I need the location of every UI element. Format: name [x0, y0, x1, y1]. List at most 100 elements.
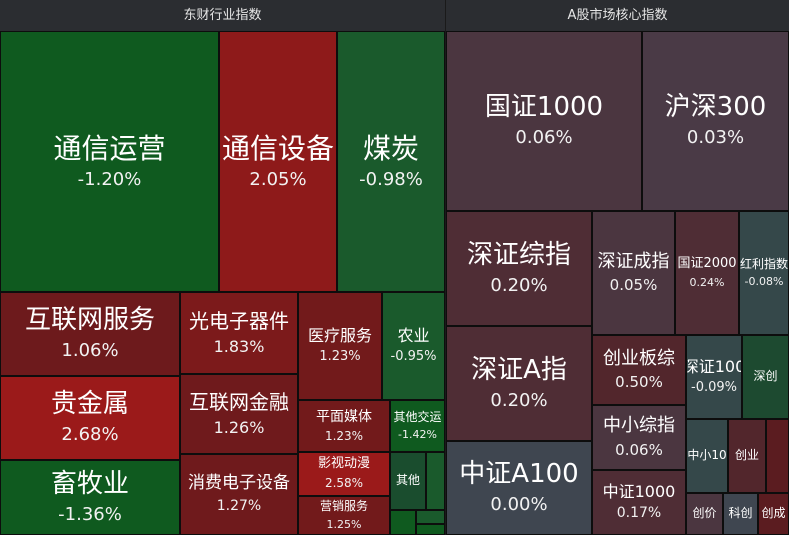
- tile-percent: -1.42%: [398, 428, 437, 442]
- tile-percent: -1.20%: [77, 168, 142, 190]
- tile-name: 深证综指: [466, 239, 571, 270]
- tile-name: 营销服务: [319, 499, 368, 513]
- tile-percent: 0.03%: [686, 127, 745, 149]
- tile-percent: 2.05%: [249, 168, 307, 190]
- tile-name: 创业: [734, 448, 759, 463]
- tile-国证1000[interactable]: 国证1000 0.06%: [446, 31, 642, 211]
- tile-unnamed[interactable]: [766, 419, 789, 493]
- tile-name: 农业: [397, 326, 430, 345]
- tile-name: 深创: [753, 369, 778, 384]
- tile-深创[interactable]: 深创: [742, 335, 789, 419]
- tile-name: 创业板综: [603, 347, 675, 369]
- tile-name: 中证A100: [459, 459, 579, 490]
- tile-percent: 0.20%: [490, 274, 548, 296]
- tile-name: 深证A指: [471, 354, 567, 385]
- tile-percent: 0.06%: [515, 127, 573, 149]
- tile-影视动漫[interactable]: 影视动漫 2.58%: [298, 452, 390, 496]
- tile-营销服务[interactable]: 营销服务 1.25%: [298, 496, 390, 535]
- tile-深证成指[interactable]: 深证成指 0.05%: [592, 211, 675, 335]
- tile-name: 国证1000: [484, 92, 604, 123]
- tile-其他[interactable]: 其他: [390, 452, 426, 510]
- tile-percent: 1.23%: [324, 428, 364, 443]
- tile-percent: 1.26%: [213, 417, 265, 437]
- tile-中小综指[interactable]: 中小综指 0.06%: [592, 405, 686, 470]
- tile-name: 平面媒体: [316, 408, 372, 425]
- tile-name: 通信运营: [53, 131, 166, 165]
- tile-percent: -0.09%: [691, 380, 737, 396]
- tile-name: 消费电子设备: [188, 473, 290, 494]
- tile-创业[interactable]: 创业: [728, 419, 766, 493]
- tile-unnamed[interactable]: [416, 524, 445, 535]
- tile-其他交运[interactable]: 其他交运 -1.42%: [390, 400, 445, 452]
- tile-unnamed[interactable]: [426, 452, 445, 510]
- tile-percent: 1.25%: [326, 517, 362, 531]
- core-index-panel: A股市场核心指数 国证1000 0.06% 沪深300 0.03% 深证综指 0.20% 深…: [446, 0, 789, 535]
- tile-percent: 0.24%: [689, 275, 725, 289]
- tile-煤炭[interactable]: 煤炭 -0.98%: [337, 31, 445, 292]
- tile-percent: 1.83%: [213, 336, 265, 356]
- tile-unnamed[interactable]: [416, 510, 445, 524]
- tile-percent: -0.98%: [359, 168, 423, 190]
- tile-name: 中证1000: [602, 481, 676, 501]
- tile-name: 其他: [395, 473, 420, 488]
- tile-name: 畜牧业: [50, 468, 129, 499]
- tile-创成[interactable]: 创成: [758, 493, 789, 535]
- tile-沪深300[interactable]: 沪深300 0.03%: [642, 31, 789, 211]
- tile-中证A100[interactable]: 中证A100 0.00%: [446, 441, 592, 535]
- tile-name: 影视动漫: [317, 456, 370, 472]
- tile-通信设备[interactable]: 通信设备 2.05%: [219, 31, 337, 292]
- tile-国证2000[interactable]: 国证2000 0.24%: [675, 211, 739, 335]
- tile-深证100[interactable]: 深证100 -0.09%: [686, 335, 742, 419]
- tile-name: 深证100: [687, 357, 741, 376]
- tile-科创[interactable]: 科创: [723, 493, 758, 535]
- tile-name: 中小综指: [603, 415, 675, 437]
- tile-percent: 1.06%: [61, 340, 119, 362]
- tile-percent: 0.06%: [615, 440, 663, 459]
- tile-name: 其他交运: [393, 409, 442, 424]
- tile-消费电子设备[interactable]: 消费电子设备 1.27%: [180, 454, 298, 535]
- tile-name: 创成: [761, 506, 786, 521]
- tile-percent: -1.36%: [58, 503, 122, 525]
- tile-percent: 0.50%: [615, 373, 663, 392]
- tile-医疗服务[interactable]: 医疗服务 1.23%: [298, 292, 382, 400]
- industry-panel-title: 东财行业指数: [0, 0, 445, 32]
- tile-红利指数[interactable]: 红利指数 -0.08%: [739, 211, 789, 335]
- tile-name: 国证2000: [677, 255, 737, 271]
- tile-name: 煤炭: [362, 131, 419, 165]
- tile-percent: 0.20%: [490, 389, 548, 411]
- tile-name: 医疗服务: [307, 326, 372, 345]
- tile-percent: 2.68%: [61, 424, 119, 446]
- tile-深证A指[interactable]: 深证A指 0.20%: [446, 326, 592, 441]
- tile-光电子器件[interactable]: 光电子器件 1.83%: [180, 292, 298, 374]
- tile-创价[interactable]: 创价: [686, 493, 723, 535]
- tile-percent: 0.17%: [616, 505, 662, 522]
- tile-percent: 0.05%: [609, 276, 658, 295]
- tile-name: 创价: [692, 506, 717, 521]
- tile-percent: 1.23%: [319, 349, 361, 365]
- tile-percent: 0.00%: [490, 494, 548, 516]
- tile-中证1000[interactable]: 中证1000 0.17%: [592, 470, 686, 535]
- tile-互联网服务[interactable]: 互联网服务 1.06%: [0, 292, 180, 376]
- tile-畜牧业[interactable]: 畜牧业 -1.36%: [0, 460, 180, 535]
- tile-创业板综[interactable]: 创业板综 0.50%: [592, 335, 686, 405]
- tile-name: 中小10: [687, 448, 727, 463]
- tile-name: 互联网金融: [189, 389, 289, 414]
- tile-通信运营[interactable]: 通信运营 -1.20%: [0, 31, 219, 292]
- tile-name: 沪深300: [664, 92, 767, 123]
- tile-深证综指[interactable]: 深证综指 0.20%: [446, 211, 592, 326]
- tile-贵金属[interactable]: 贵金属 2.68%: [0, 376, 180, 460]
- industry-index-panel: 东财行业指数 通信运营 -1.20% 通信设备 2.05% 煤炭 -0.98% 互联网服务 1…: [0, 0, 445, 535]
- tile-unnamed[interactable]: [390, 510, 416, 535]
- tile-name: 光电子器件: [189, 308, 289, 333]
- tile-percent: -0.95%: [390, 349, 437, 365]
- tile-name: 互联网服务: [24, 305, 155, 336]
- tile-percent: -0.08%: [744, 275, 784, 289]
- tile-name: 科创: [728, 506, 753, 521]
- tile-name: 深证成指: [597, 250, 670, 272]
- tile-农业[interactable]: 农业 -0.95%: [382, 292, 445, 400]
- tile-中小10[interactable]: 中小10: [686, 419, 728, 493]
- tile-percent: 1.27%: [216, 497, 262, 514]
- tile-互联网金融[interactable]: 互联网金融 1.26%: [180, 374, 298, 454]
- tile-平面媒体[interactable]: 平面媒体 1.23%: [298, 400, 390, 452]
- tile-name: 贵金属: [50, 389, 129, 420]
